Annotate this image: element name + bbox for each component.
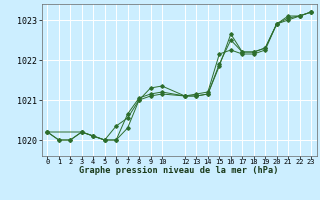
X-axis label: Graphe pression niveau de la mer (hPa): Graphe pression niveau de la mer (hPa) — [79, 166, 279, 175]
